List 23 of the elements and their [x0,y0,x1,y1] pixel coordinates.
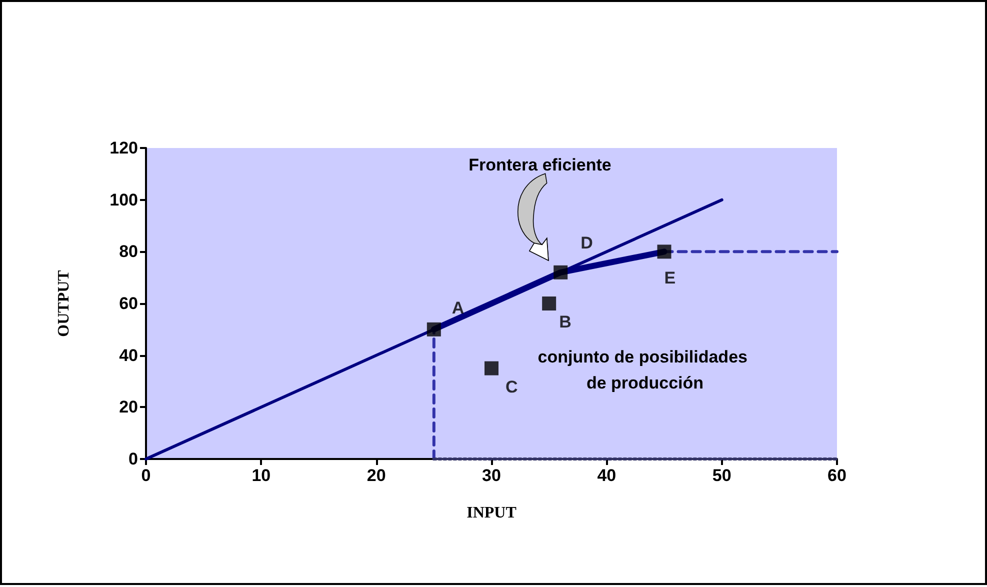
x-tick-label: 50 [712,466,732,485]
annotation: conjunto de posibilidades de producción [538,348,752,392]
y-tick-label: 120 [110,138,138,158]
y-tick-label: 0 [128,450,138,468]
x-tick-label: 60 [828,466,846,485]
y-tick-label: 100 [110,190,138,210]
x-tick-label: 20 [366,466,386,485]
data-label: E [664,268,676,288]
data-label: D [580,233,593,252]
x-tick-label: 30 [482,466,501,485]
data-label: B [559,312,572,332]
x-tick-label: 10 [252,466,271,485]
y-tick-label: 20 [119,398,138,417]
annotation: Frontera eficiente [468,156,612,174]
x-tick-label: 40 [597,466,616,485]
data-label: C [506,377,518,396]
y-tick-label: 60 [119,294,138,313]
data-label: A [452,298,464,318]
y-axis-title: OUTPUT [56,270,72,337]
y-tick-label: 40 [119,346,138,365]
y-tick-label: 80 [119,242,138,262]
x-axis-title: INPUT [466,504,517,522]
x-tick-label: 0 [141,466,151,485]
